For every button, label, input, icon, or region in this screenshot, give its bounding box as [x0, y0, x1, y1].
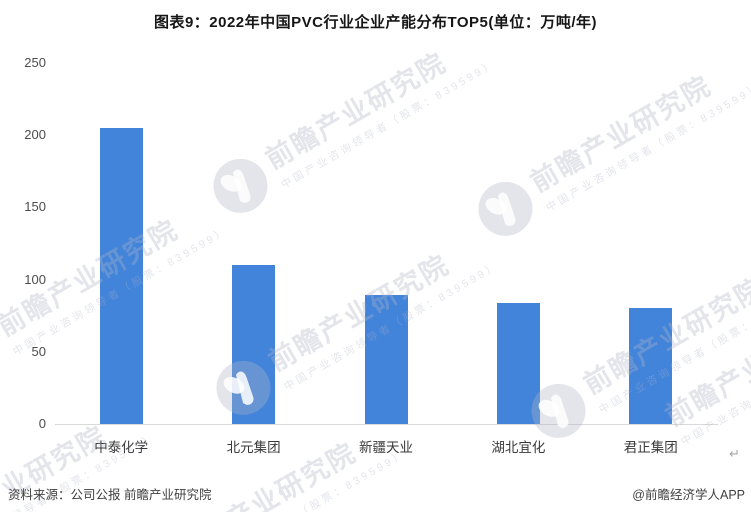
y-axis-tick-label: 200 — [24, 127, 46, 143]
x-axis-label: 中泰化学 — [94, 440, 149, 455]
x-axis-label: 北元集团 — [226, 440, 281, 455]
y-axis-tick-label: 250 — [24, 55, 46, 70]
watermark-tagline: 中国产业咨询领导者（股票：839599） — [544, 80, 751, 215]
y-axis: 0 50 100 150 200 250 — [0, 0, 46, 512]
y-axis-tick-label: 150 — [24, 199, 46, 215]
return-mark-icon: ↵ — [729, 446, 740, 461]
x-axis-label: 君正集团 — [623, 440, 678, 455]
x-axis-line — [55, 424, 718, 425]
y-axis-tick-label: 0 — [38, 416, 46, 431]
x-axis-label: 新疆天业 — [358, 440, 413, 455]
watermark-tagline: 中国产业咨询领导者（股票：839599） — [597, 282, 751, 417]
y-axis-tick-label: 50 — [31, 343, 46, 359]
watermark-tile: 前瞻产业研究院中国产业咨询领导者（股票：839599） — [467, 43, 751, 247]
bar-4 — [496, 302, 540, 424]
chart-title: 图表9：2022年中国PVC行业企业产能分布TOP5(单位：万吨/年) — [153, 14, 598, 31]
credit-note: @前瞻经济学人APP — [632, 488, 745, 502]
bar-2 — [232, 265, 276, 424]
watermark-tile: 前瞻产业研究院中国产业咨询领导者（股票：839599） — [202, 20, 499, 224]
qianzhan-logo-icon — [478, 181, 533, 236]
bar-1 — [99, 127, 143, 424]
watermark-brand: 前瞻产业研究院 — [260, 47, 452, 175]
bar-3 — [364, 295, 408, 424]
qianzhan-logo-icon — [213, 158, 268, 213]
watermark-tagline: 中国产业咨询领导者（股票：839599） — [679, 314, 751, 449]
y-axis-tick-label: 100 — [24, 271, 46, 287]
watermark-text: 前瞻产业研究院中国产业咨询领导者（股票：839599） — [522, 43, 751, 215]
bar-5 — [629, 308, 673, 424]
watermark-brand: 前瞻产业研究院 — [525, 70, 717, 198]
x-axis-label: 湖北宜化 — [491, 440, 546, 455]
source-note: 资料来源：公司公报 前瞻产业研究院 — [8, 488, 212, 502]
watermark-text: 前瞻产业研究院中国产业咨询领导者（股票：839599） — [257, 20, 499, 192]
watermark-tagline: 中国产业咨询领导者（股票：839599） — [279, 57, 499, 192]
